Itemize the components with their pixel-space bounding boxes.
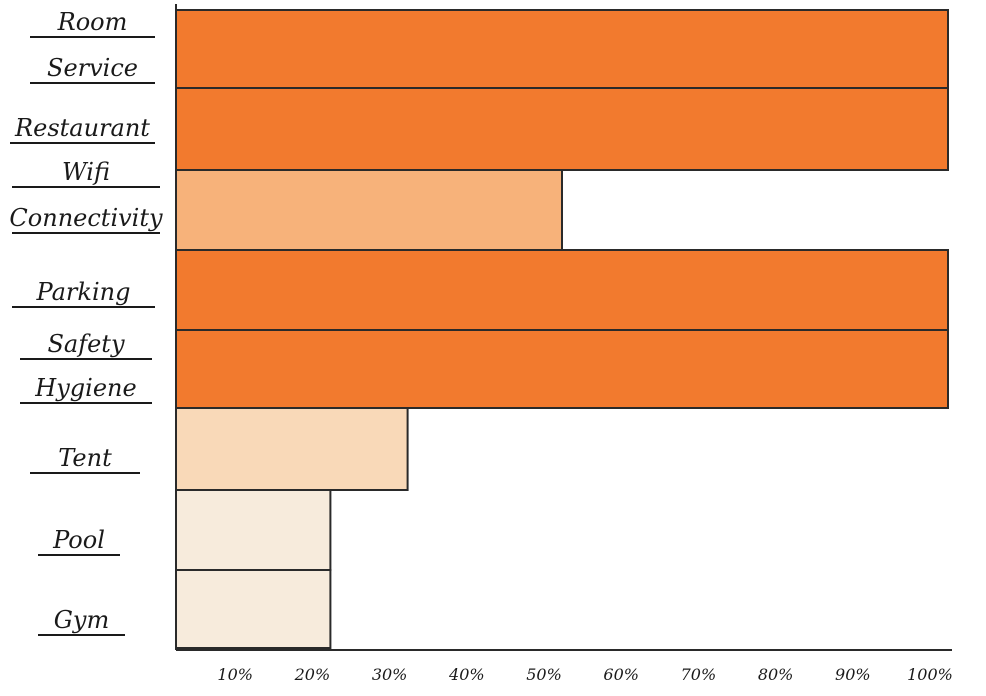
category-label: Tent [58, 444, 112, 472]
category-label: Service [47, 54, 138, 82]
bar-pool [175, 489, 332, 571]
x-tick-label: 50% [526, 665, 562, 684]
category-label: Hygiene [34, 374, 136, 402]
x-tick-label: 40% [448, 665, 485, 684]
bar-restaurant [175, 87, 949, 171]
bar-safety-hygiene [175, 329, 949, 409]
category-label: Room [57, 8, 128, 36]
category-label: Parking [36, 278, 131, 306]
x-tick-label: 20% [294, 665, 331, 684]
category-label: Restaurant [14, 114, 150, 142]
category-label: Safety [47, 330, 124, 358]
x-tick-label: 60% [603, 665, 639, 684]
x-tick-label: 90% [835, 665, 871, 684]
x-tick-label: 80% [758, 665, 794, 684]
category-label: Connectivity [9, 204, 163, 232]
x-tick-label: 70% [681, 665, 717, 684]
bar-room-service [175, 9, 949, 89]
bar-wifi-connectivity [175, 169, 563, 251]
category-label: Wifi [62, 158, 110, 186]
x-tick-label: 30% [372, 665, 408, 684]
bar-gym [175, 569, 332, 649]
x-tick-label: 100% [907, 665, 953, 684]
bar-parking [175, 249, 949, 331]
category-label: Pool [52, 526, 105, 554]
bar-tent [175, 407, 409, 491]
x-tick-label: 10% [217, 665, 253, 684]
category-label: Gym [54, 606, 110, 634]
